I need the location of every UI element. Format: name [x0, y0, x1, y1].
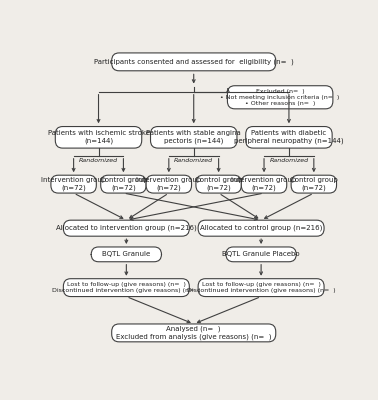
Text: Participants consented and assessed for  eligibility (n=  ): Participants consented and assessed for … — [94, 59, 294, 65]
Text: Lost to follow-up (give reasons) (n=  )
Discontinued intervention (give reasons): Lost to follow-up (give reasons) (n= ) D… — [187, 282, 335, 293]
FancyBboxPatch shape — [112, 324, 276, 342]
Text: Control group
(n=72): Control group (n=72) — [290, 177, 338, 191]
Text: Patients with stable angina
pectoris (n=144): Patients with stable angina pectoris (n=… — [146, 130, 241, 144]
FancyBboxPatch shape — [101, 175, 146, 193]
Text: Randomized: Randomized — [270, 158, 308, 163]
FancyBboxPatch shape — [198, 279, 324, 296]
Text: BQTL Granule Placebo: BQTL Granule Placebo — [222, 251, 300, 257]
Text: Lost to follow-up (give reasons) (n=  )
Discontinued intervention (give reasons): Lost to follow-up (give reasons) (n= ) D… — [52, 282, 201, 293]
FancyBboxPatch shape — [246, 126, 332, 148]
FancyBboxPatch shape — [226, 247, 296, 262]
Text: Allocated to intervention group (n=216): Allocated to intervention group (n=216) — [56, 225, 197, 232]
Text: BQTL Granule: BQTL Granule — [102, 251, 150, 257]
Text: Control group
(n=72): Control group (n=72) — [99, 177, 147, 191]
FancyBboxPatch shape — [55, 126, 142, 148]
Text: Randomized: Randomized — [174, 158, 213, 163]
FancyBboxPatch shape — [241, 175, 287, 193]
FancyBboxPatch shape — [291, 175, 336, 193]
Text: Control group
(n=72): Control group (n=72) — [195, 177, 243, 191]
FancyBboxPatch shape — [150, 126, 237, 148]
Text: Analysed (n=  )
Excluded from analysis (give reasons) (n=  ): Analysed (n= ) Excluded from analysis (g… — [116, 326, 271, 340]
Text: Allocated to control group (n=216): Allocated to control group (n=216) — [200, 225, 322, 232]
FancyBboxPatch shape — [112, 53, 276, 71]
Text: Intervention group
(n=72): Intervention group (n=72) — [136, 177, 201, 191]
FancyBboxPatch shape — [146, 175, 192, 193]
FancyBboxPatch shape — [51, 175, 96, 193]
Text: Intervention group
(n=72): Intervention group (n=72) — [41, 177, 106, 191]
Text: Excluded (n=  )
• Not meeting inclusion criteria (n=  )
• Other reasons (n=  ): Excluded (n= ) • Not meeting inclusion c… — [220, 88, 340, 106]
FancyBboxPatch shape — [64, 220, 189, 236]
Text: Randomized: Randomized — [79, 158, 118, 163]
Text: Patients with diabetic
peripheral neuropathy (n=144): Patients with diabetic peripheral neurop… — [234, 130, 344, 144]
Text: Patients with ischemic stroke
(n=144): Patients with ischemic stroke (n=144) — [48, 130, 150, 144]
FancyBboxPatch shape — [91, 247, 161, 262]
Text: Intervention group
(n=72): Intervention group (n=72) — [231, 177, 297, 191]
FancyBboxPatch shape — [196, 175, 241, 193]
FancyBboxPatch shape — [228, 86, 333, 109]
FancyBboxPatch shape — [64, 279, 189, 296]
FancyBboxPatch shape — [198, 220, 324, 236]
